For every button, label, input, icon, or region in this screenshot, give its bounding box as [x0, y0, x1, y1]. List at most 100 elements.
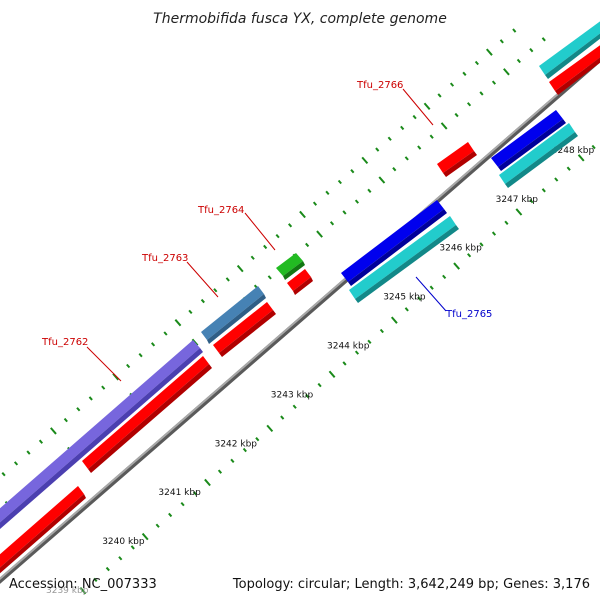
minor-tick [462, 71, 467, 76]
tick-label: 3241 kbp [158, 488, 201, 498]
minor-tick [213, 288, 218, 293]
minor-tick [192, 491, 198, 496]
minor-tick [255, 437, 260, 442]
minor-tick [275, 233, 280, 239]
cds-red-2766[interactable] [437, 142, 477, 177]
minor-tick [118, 556, 123, 561]
minor-tick [250, 255, 255, 260]
minor-tick [76, 407, 81, 412]
tick-label: 3243 kbp [271, 390, 314, 400]
minor-tick [329, 221, 335, 226]
minor-tick [1, 472, 6, 477]
major-tick [141, 532, 149, 541]
major-tick [328, 370, 336, 378]
minor-tick [367, 188, 372, 193]
minor-tick [180, 501, 185, 507]
tick-label: 3242 kbp [215, 439, 258, 449]
cds-blue[interactable] [341, 200, 447, 286]
major-tick [316, 230, 323, 238]
tick-label: 3245 kbp [383, 293, 426, 303]
minor-tick [101, 385, 106, 390]
gene-label-tfu-2763[interactable]: Tfu_2763 [141, 253, 219, 298]
tick-layer: 3239 kbp 3240 kbp 3241 kbp 3242 kbp 3243 kbp… [1, 28, 596, 596]
minor-tick [491, 231, 497, 236]
minor-tick [126, 363, 131, 369]
minor-tick [155, 523, 160, 528]
minor-tick [591, 144, 596, 150]
minor-tick [242, 447, 247, 453]
svg-text:Tfu_2762: Tfu_2762 [41, 337, 88, 348]
minor-tick [474, 60, 479, 66]
major-tick [79, 587, 87, 595]
minor-tick [337, 179, 342, 185]
major-tick [485, 48, 493, 56]
cds-purple[interactable] [0, 340, 203, 529]
minor-tick [93, 577, 98, 583]
map-title: Thermobifida fusca YX, complete genome [153, 11, 447, 27]
tick-label: 3248 kbp [552, 146, 595, 156]
major-tick [174, 319, 182, 327]
cds-steel[interactable] [201, 286, 266, 344]
minor-tick [217, 469, 223, 474]
minor-tick [130, 545, 135, 550]
feature-layer [0, 14, 600, 575]
minor-tick [350, 169, 355, 174]
major-tick [204, 478, 211, 487]
minor-tick [88, 396, 93, 401]
major-tick [503, 68, 510, 76]
minor-tick [454, 112, 459, 118]
cds-cyan-top[interactable] [539, 14, 600, 79]
gene-label-tfu-2765[interactable]: Tfu_2765 [415, 276, 492, 320]
minor-tick [479, 242, 484, 247]
gene-label-tfu-2766[interactable]: Tfu_2766 [356, 80, 434, 126]
minor-tick [417, 296, 422, 301]
cds-red-top[interactable] [549, 38, 600, 95]
minor-tick [541, 188, 546, 193]
cds-blue-upper[interactable] [491, 110, 566, 171]
backbone [0, 56, 600, 584]
cds-cyan-upper[interactable] [499, 123, 578, 188]
genome-stats-text: Topology: circular; Length: 3,642,249 bp… [232, 577, 590, 592]
minor-tick [429, 134, 434, 139]
gene-label-tfu-2762[interactable]: Tfu_2762 [41, 337, 122, 382]
minor-tick [138, 352, 143, 358]
minor-tick [63, 417, 68, 423]
minor-tick [354, 199, 360, 204]
minor-tick [200, 298, 205, 304]
minor-tick [280, 415, 285, 420]
cds-red-long[interactable] [0, 302, 276, 575]
major-tick [515, 208, 523, 216]
tick-label: 3239 kbp [46, 586, 89, 596]
minor-tick [516, 58, 521, 64]
major-tick [236, 264, 244, 273]
minor-tick [168, 512, 173, 518]
major-tick [390, 316, 398, 324]
tick-label: 3240 kbp [102, 537, 145, 547]
minor-tick [387, 136, 392, 141]
cds-cyan[interactable] [349, 216, 459, 303]
minor-tick [26, 450, 31, 455]
minor-tick [529, 198, 534, 204]
cds-red-small[interactable] [287, 269, 313, 295]
minor-tick [325, 190, 330, 196]
minor-tick [375, 147, 380, 152]
minor-tick [230, 458, 235, 464]
tick-label: 3247 kbp [496, 195, 539, 205]
cds-green[interactable] [276, 253, 305, 280]
minor-tick [317, 382, 322, 388]
minor-tick [367, 339, 372, 344]
major-tick [266, 424, 274, 433]
minor-tick [292, 404, 297, 409]
minor-tick [412, 114, 417, 120]
minor-tick [163, 331, 168, 336]
minor-tick [267, 275, 272, 280]
major-tick [453, 262, 461, 270]
minor-tick [354, 350, 360, 355]
major-tick [112, 373, 120, 381]
minor-tick [566, 166, 571, 171]
minor-tick [312, 201, 318, 206]
major-tick [299, 210, 306, 219]
minor-tick [554, 177, 559, 182]
gene-label-tfu-2764[interactable]: Tfu_2764 [197, 205, 276, 251]
